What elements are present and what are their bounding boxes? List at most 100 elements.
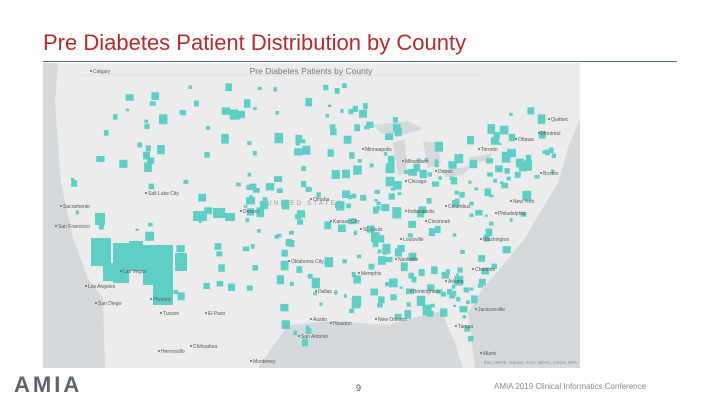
county <box>221 107 231 115</box>
county <box>276 275 285 285</box>
county <box>372 206 379 214</box>
county <box>408 272 414 279</box>
county <box>478 278 486 286</box>
county <box>257 86 262 91</box>
city-dot <box>400 238 402 240</box>
county <box>188 85 193 89</box>
county <box>70 177 75 181</box>
county <box>218 264 225 272</box>
city-dot <box>395 258 397 260</box>
city-dot <box>120 270 122 272</box>
county <box>353 275 361 284</box>
county <box>522 190 532 201</box>
county <box>305 328 312 334</box>
county <box>357 159 362 163</box>
county <box>436 289 443 294</box>
city-dot <box>480 238 482 240</box>
county <box>520 211 527 217</box>
county <box>204 207 213 215</box>
city-label: Montréal <box>541 131 560 137</box>
city-label: Oklahoma City <box>291 259 324 265</box>
county <box>349 308 355 314</box>
city-label: Indianapolis <box>408 209 435 215</box>
county <box>448 161 457 169</box>
county <box>348 109 354 115</box>
title-rule <box>43 61 677 62</box>
county <box>371 232 380 242</box>
county <box>216 280 224 287</box>
city-dot <box>310 198 312 200</box>
county <box>493 178 497 183</box>
county <box>372 241 379 248</box>
city-label: Omaha <box>313 197 330 203</box>
county <box>289 281 294 286</box>
county <box>368 263 375 270</box>
county <box>474 187 479 191</box>
city-dot <box>362 148 364 150</box>
county <box>305 186 311 192</box>
county <box>249 183 257 190</box>
county <box>247 172 252 177</box>
county <box>228 283 235 291</box>
county <box>539 134 545 139</box>
county <box>406 288 414 295</box>
country-label: UNITED STATES <box>267 200 343 207</box>
city-dot <box>480 352 482 354</box>
city-dot <box>95 302 97 304</box>
county <box>515 158 524 168</box>
page-number: 9 <box>356 383 362 393</box>
county <box>454 190 459 195</box>
county <box>145 145 151 152</box>
county <box>316 192 321 198</box>
county <box>487 124 496 134</box>
county <box>382 243 391 254</box>
county <box>311 277 320 289</box>
city-dot <box>310 318 312 320</box>
county <box>173 290 178 295</box>
county <box>349 152 355 159</box>
county <box>99 223 104 230</box>
city-label: Houston <box>333 321 352 327</box>
county-layer <box>70 83 556 347</box>
county <box>459 306 468 313</box>
county <box>397 192 402 196</box>
city-label: Salt Lake City <box>148 191 179 197</box>
county <box>151 92 160 100</box>
county <box>198 220 202 223</box>
city-label: Hermosillo <box>161 349 185 355</box>
pacific-ocean <box>43 63 105 368</box>
county <box>394 248 403 257</box>
county <box>454 154 464 164</box>
city-label: Calgary <box>93 69 111 75</box>
county <box>221 133 229 144</box>
county <box>462 315 467 319</box>
county <box>336 201 345 211</box>
city-dot <box>472 268 474 270</box>
county <box>289 230 294 235</box>
city-dot <box>478 148 480 150</box>
county <box>302 145 311 155</box>
logo: AMIA <box>14 372 83 397</box>
county <box>445 269 450 275</box>
county <box>406 302 411 307</box>
county <box>242 246 250 252</box>
city-dot <box>445 205 447 207</box>
county <box>273 87 278 92</box>
county <box>331 170 340 179</box>
county <box>408 252 417 261</box>
county <box>348 218 357 225</box>
county <box>427 284 435 292</box>
county <box>502 246 511 254</box>
county <box>456 296 461 302</box>
county <box>259 201 269 210</box>
county <box>499 125 509 135</box>
city-dot <box>405 210 407 212</box>
county <box>404 310 412 319</box>
city-dot <box>455 325 457 327</box>
county <box>428 228 435 237</box>
county <box>198 193 207 202</box>
county <box>376 201 381 206</box>
county <box>280 303 289 312</box>
county <box>246 184 252 190</box>
county <box>527 107 535 115</box>
